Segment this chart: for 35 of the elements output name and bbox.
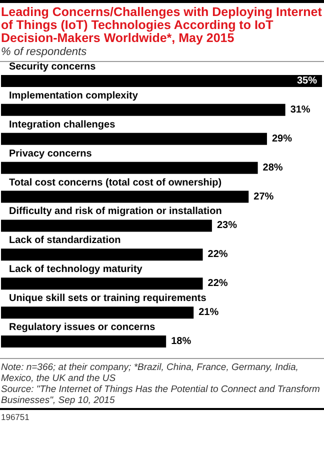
text: Note: n=366; at their company; *Brazil, China, France, Germany, India, Mexico, the UK and the US (1, 362, 300, 384)
data-label: 22% (208, 249, 228, 260)
data-label: 31% (290, 104, 310, 116)
y-tick-label: Total cost concerns (total cost of ownership) (9, 177, 222, 188)
y-tick-label: Security concerns (9, 61, 96, 72)
data-label: 21% (198, 307, 219, 318)
bar (1, 306, 194, 319)
bar (1, 132, 267, 145)
y-tick-label: Difficulty and risk of migration or installation (9, 206, 222, 218)
data-label: 29% (272, 133, 292, 144)
bar (1, 278, 203, 290)
bar (1, 104, 286, 116)
data-label: 23% (216, 220, 238, 232)
data-label: 22% (208, 278, 228, 290)
y-tick-label: Privacy concerns (9, 148, 92, 160)
y-tick-label: Integration challenges (9, 119, 116, 130)
bar (1, 336, 166, 348)
source-note: Source: "The Internet of Things Has the Potential to Connect and Transform Businesses", Sep 10, 2015 (1, 384, 321, 406)
data-label: 28% (262, 162, 283, 174)
data-label: 18% (171, 336, 192, 348)
y-tick-label: Lack of standardization (9, 235, 121, 246)
bar (1, 190, 249, 203)
bar (1, 162, 258, 174)
data-label: 27% (254, 191, 274, 202)
y-tick-label: Regulatory issues or concerns (9, 322, 156, 334)
bar (1, 248, 203, 261)
chart-title: Leading Concerns/Challenges with Deploying Internet of Things (IoT) Technologies According to IoT Decision-Makers Worldwide*, May 2015 (0, 4, 323, 45)
data-label: 35% (296, 75, 318, 86)
y-tick-label: Unique skill sets or training requirements (9, 293, 207, 304)
y-tick-label: Implementation complexity (9, 90, 138, 102)
text: 196751 (1, 412, 30, 422)
bar (1, 74, 322, 87)
chart-subtitle: % of respondents (0, 45, 324, 62)
y-tick-label: Lack of technology maturity (9, 264, 143, 276)
bar (1, 220, 212, 232)
